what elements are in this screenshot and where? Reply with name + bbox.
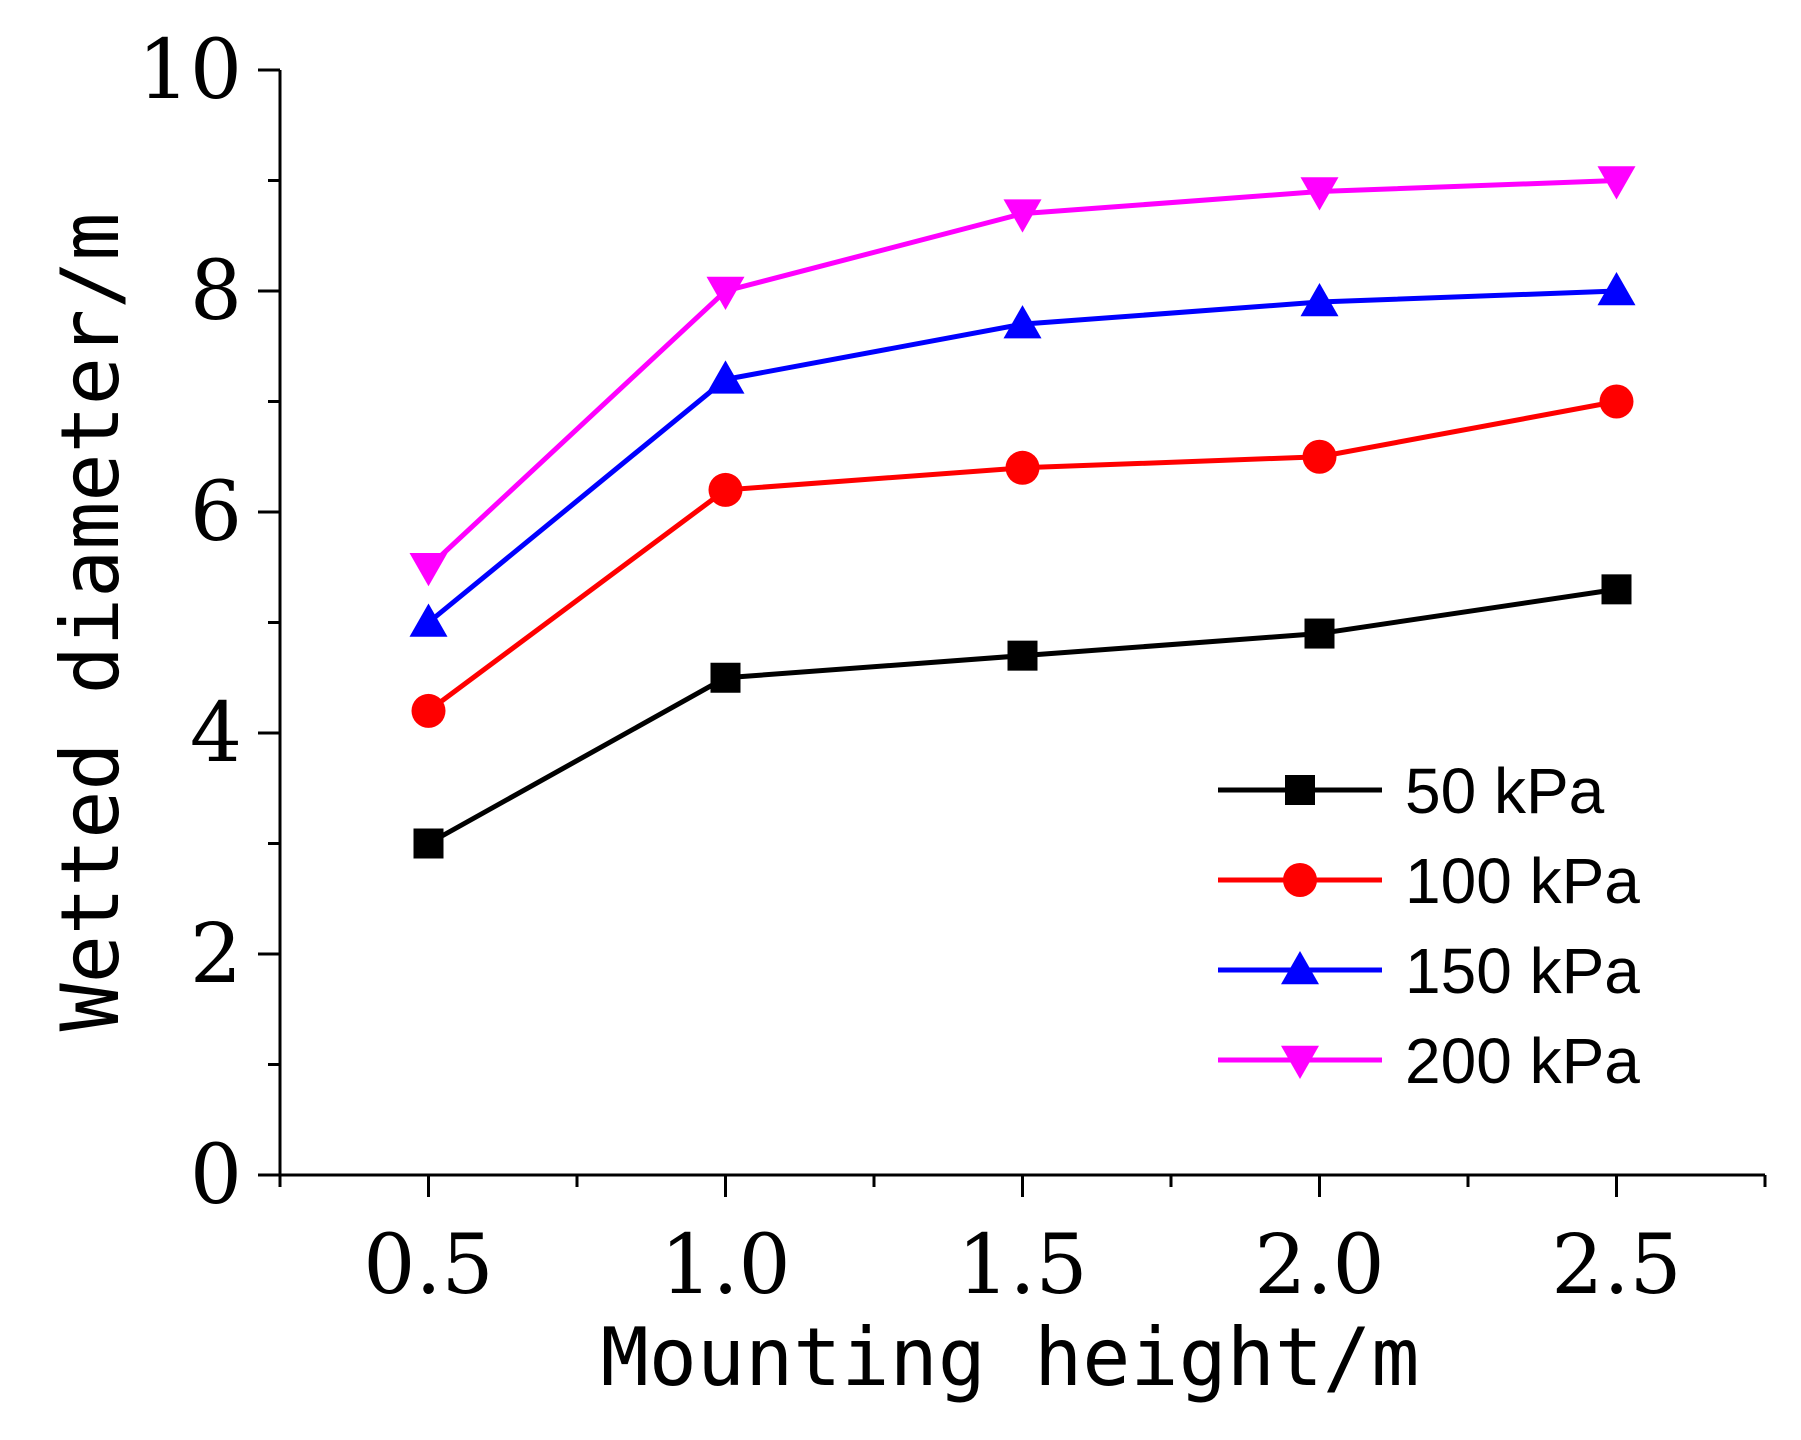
y-tick-label: 2 [190,907,242,1002]
data-point-marker [1304,618,1335,649]
series-50-kpa [413,574,1632,859]
series-line [426,178,1617,570]
legend-item: 150 kPa [1218,935,1640,1007]
legend-label: 100 kPa [1405,845,1640,917]
data-point-marker [706,276,745,310]
legend-label: 150 kPa [1405,935,1640,1007]
series-200-kpa [409,166,1636,587]
data-point-marker [1003,199,1042,233]
legend-marker [1283,863,1317,897]
y-tick-label: 10 [138,23,242,118]
legend-label: 200 kPa [1405,1025,1640,1097]
data-point-marker [1005,450,1040,485]
legend-label: 50 kPa [1405,755,1605,827]
y-tick-label: 8 [190,244,242,339]
x-tick-label: 0.5 [363,1218,493,1313]
data-point-marker [1597,272,1636,306]
legend-marker [1281,951,1319,985]
data-point-marker [1003,305,1042,339]
x-axis-title: Mounting height/m [601,1311,1420,1404]
x-tick-label: 1.5 [957,1218,1087,1313]
data-point-marker [710,662,741,693]
legend-marker [1281,1045,1319,1079]
data-point-marker [1597,166,1636,200]
data-point-marker [1601,574,1632,605]
data-point-marker [409,553,448,587]
data-point-marker [1302,439,1337,474]
y-tick-label: 0 [190,1128,242,1223]
series-150-kpa [409,272,1636,637]
legend-item: 100 kPa [1218,845,1640,917]
y-tick-label: 6 [190,465,242,560]
x-tick-label: 2.5 [1551,1218,1681,1313]
data-point-marker [413,828,444,859]
data-point-marker [411,693,446,728]
y-axis-title: Wetted diameter/m [44,213,137,1032]
series-100-kpa [411,384,1634,728]
data-point-marker [1599,384,1634,419]
x-tick-label: 2.0 [1254,1218,1384,1313]
y-tick-label: 4 [190,686,242,781]
data-point-marker [706,360,745,394]
data-point-marker [409,603,448,637]
x-tick-label: 1.0 [660,1218,790,1313]
data-point-marker [1300,283,1339,317]
legend-marker [1285,775,1315,805]
legend-item: 200 kPa [1218,1025,1640,1097]
data-point-marker [1007,640,1038,671]
data-point-marker [1300,177,1339,211]
data-point-marker [708,472,743,507]
legend-item: 50 kPa [1218,755,1605,827]
